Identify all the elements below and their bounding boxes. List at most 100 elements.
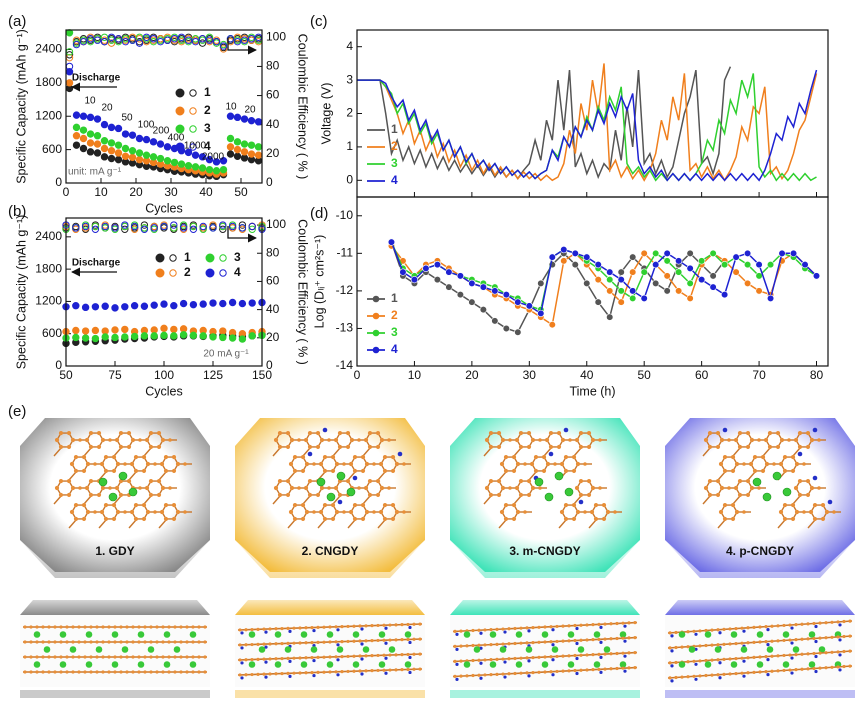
- series-marker: [640, 268, 648, 276]
- efficiency-point: [121, 37, 130, 46]
- layer-atom: [764, 640, 768, 644]
- layer-atom: [203, 670, 207, 674]
- layer-atom: [179, 640, 183, 644]
- capacity-point: [248, 332, 256, 340]
- carbon-atom: [304, 461, 310, 467]
- carbon-atom: [345, 430, 351, 436]
- layer-atom: [710, 628, 714, 632]
- layer-ion: [362, 646, 370, 653]
- x-tick-label: 50: [638, 368, 652, 382]
- carbon-atom: [375, 430, 381, 436]
- layer-atom: [107, 625, 111, 629]
- layer-ion: [85, 631, 93, 638]
- carbon-atom: [285, 492, 291, 498]
- carbon-atom: [100, 485, 106, 491]
- series-marker: [640, 249, 648, 257]
- lithium-ion: [554, 471, 564, 481]
- carbon-atom: [364, 461, 370, 467]
- efficiency-point: [91, 222, 100, 231]
- layer-atom: [322, 655, 326, 659]
- bond: [113, 495, 122, 505]
- lithium-ion: [544, 492, 554, 502]
- carbon-atom: [318, 461, 324, 467]
- bond: [528, 471, 537, 481]
- series-marker: [629, 294, 637, 303]
- carbon-atom: [156, 430, 162, 436]
- carbon-atom: [805, 430, 811, 436]
- layer-atom: [149, 670, 153, 674]
- capacity-point: [91, 326, 100, 335]
- layer-nitrogen: [623, 624, 627, 628]
- layer-atom: [621, 621, 625, 625]
- legend-label: 2: [391, 139, 398, 153]
- bond: [53, 495, 62, 505]
- carbon-atom: [54, 437, 60, 443]
- layer-atom: [459, 659, 463, 663]
- layer-nitrogen: [336, 643, 340, 647]
- carbon-atom: [103, 502, 109, 508]
- efficiency-point: [107, 39, 116, 47]
- layer-atom: [83, 655, 87, 659]
- layer-atom: [519, 656, 523, 660]
- carbon-atom: [163, 516, 169, 522]
- annotation: 400: [168, 133, 185, 144]
- carbon-atom: [327, 438, 331, 442]
- layer-atom: [107, 640, 111, 644]
- layer-atom: [519, 671, 523, 675]
- layer-atom: [573, 638, 577, 643]
- layer-atom: [555, 624, 559, 629]
- carbon-atom: [548, 430, 554, 436]
- carbon-atom: [334, 509, 340, 515]
- carbon-atom: [144, 485, 150, 491]
- carbon-atom: [571, 468, 577, 474]
- carbon-atom: [58, 444, 64, 450]
- layer-atom: [71, 640, 75, 644]
- carbon-atom: [586, 478, 592, 484]
- layer-atom: [501, 657, 505, 661]
- layer-atom: [23, 655, 27, 659]
- layer-atom: [836, 665, 840, 669]
- layer-ion: [378, 661, 386, 668]
- capacity-point: [121, 152, 130, 160]
- carbon-atom: [805, 478, 811, 484]
- layer-ion: [730, 631, 738, 638]
- layer-atom: [280, 641, 284, 646]
- layer-atom: [250, 642, 254, 647]
- layer-atom: [495, 672, 499, 676]
- carbon-atom: [722, 502, 728, 508]
- layer-atom: [155, 640, 159, 644]
- efficiency-point: [160, 222, 168, 231]
- legend-label: 4: [391, 342, 398, 356]
- plot-area: [65, 29, 263, 181]
- efficiency-point: [219, 225, 227, 233]
- y-tick-label: 2400: [35, 229, 62, 243]
- layer-atom: [591, 638, 595, 642]
- carbon-atom: [734, 461, 740, 467]
- bond: [543, 447, 552, 457]
- y-tick-label: 1200: [35, 294, 62, 308]
- carbon-atom: [782, 468, 788, 474]
- efficiency-point: [135, 33, 144, 41]
- layer-nitrogen: [455, 677, 459, 682]
- capacity-point: [114, 141, 123, 149]
- layer-atom: [191, 655, 195, 659]
- carbon-atom: [345, 478, 351, 484]
- carbon-atom: [69, 461, 75, 467]
- layer-atom: [418, 652, 422, 656]
- layer-atom: [161, 640, 165, 644]
- layer-atom: [244, 643, 248, 647]
- layer-atom: [830, 635, 834, 639]
- efficiency-point: [177, 36, 186, 44]
- carbon-atom: [742, 462, 746, 466]
- series-line: [390, 241, 726, 334]
- capacity-point: [233, 138, 242, 146]
- capacity-point: [149, 138, 158, 146]
- capacity-point: [247, 150, 256, 158]
- bond: [498, 519, 507, 529]
- carbon-atom: [66, 430, 72, 436]
- carbon-atom: [817, 438, 821, 442]
- x-tick-label: 100: [154, 368, 174, 382]
- layer-atom: [113, 670, 117, 674]
- layer-atom: [776, 624, 780, 628]
- carbon-atom: [330, 468, 336, 474]
